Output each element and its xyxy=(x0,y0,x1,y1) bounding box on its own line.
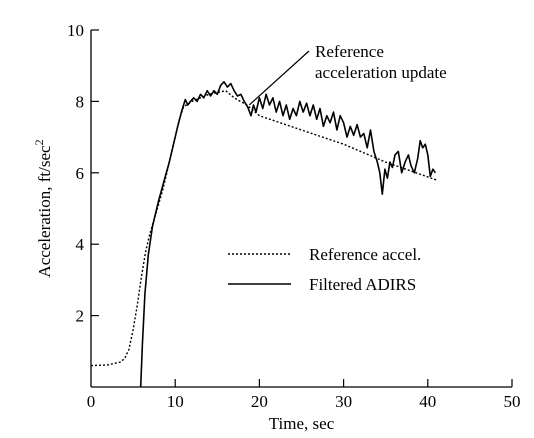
legend-label-filtered: Filtered ADIRS xyxy=(309,275,416,294)
y-tick-label: 2 xyxy=(76,307,85,326)
y-tick-label: 8 xyxy=(76,92,85,111)
legend: Reference accel. Filtered ADIRS xyxy=(228,245,421,294)
annotation-line-2: acceleration update xyxy=(315,63,447,82)
y-tick-label: 4 xyxy=(76,235,85,254)
series-layer xyxy=(90,81,437,388)
x-tick-label: 10 xyxy=(167,392,184,411)
x-ticks: 0 10 20 30 40 50 xyxy=(87,379,521,411)
annotation-leader-line xyxy=(248,50,310,106)
x-tick-label: 20 xyxy=(251,392,268,411)
x-tick-label: 30 xyxy=(335,392,352,411)
y-axis-label-superscript: 2 xyxy=(32,139,46,145)
legend-label-reference: Reference accel. xyxy=(309,245,421,264)
x-tick-label: 0 xyxy=(87,392,96,411)
x-axis-label: Time, sec xyxy=(269,414,335,433)
y-axis-label: Acceleration, ft/sec2 xyxy=(32,139,54,277)
annotation-line-1: Reference xyxy=(315,42,384,61)
x-tick-label: 50 xyxy=(504,392,521,411)
y-axis-label-main: Acceleration, ft/sec xyxy=(35,145,54,278)
y-ticks: 2 4 6 8 10 xyxy=(67,21,99,326)
series-line-filtered xyxy=(139,81,437,388)
y-tick-label: 6 xyxy=(76,164,85,183)
x-tick-label: 40 xyxy=(419,392,436,411)
annotation-reference-update: Reference acceleration update xyxy=(248,42,447,106)
y-tick-label: 10 xyxy=(67,21,84,40)
axes xyxy=(90,30,512,388)
